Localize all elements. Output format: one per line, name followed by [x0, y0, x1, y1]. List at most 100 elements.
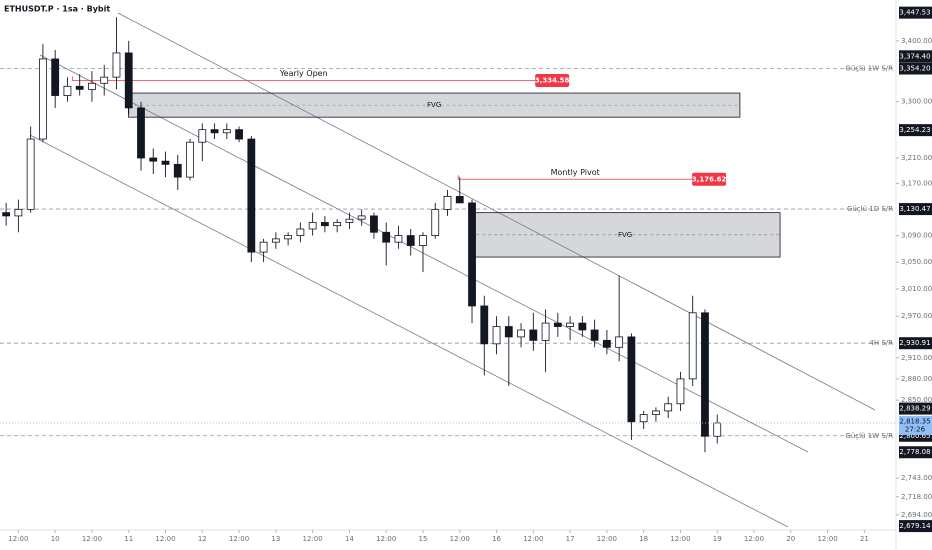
candle-body [419, 235, 427, 246]
fvg-label: FVG [618, 231, 632, 239]
x-tick-label: 15 [419, 535, 428, 543]
candle-body [222, 129, 231, 134]
candle-body [676, 378, 685, 405]
x-tick-label: 12:00 [376, 535, 396, 543]
level-name: Güçlü 1W S/R [845, 65, 893, 73]
candle-body [602, 339, 611, 348]
x-tick-label: 16 [492, 535, 501, 543]
price-label: 3,447.53 [899, 9, 930, 17]
x-tick-label: 12:00 [597, 535, 617, 543]
y-tick-label: 3,090.00 [901, 232, 932, 240]
candle-body [284, 235, 293, 240]
y-tick-label: 2,743.00 [901, 474, 932, 482]
candle-body [88, 82, 96, 90]
candle-body [431, 208, 440, 236]
candle-body [468, 202, 476, 307]
countdown: 27:26 [905, 425, 926, 433]
candle-body [320, 222, 329, 227]
candle-body [566, 322, 575, 327]
candle-body [124, 52, 133, 109]
candle-body [63, 85, 72, 96]
candle-body [443, 196, 452, 210]
x-tick-label: 12:00 [817, 535, 837, 543]
y-tick-label: 3,050.00 [901, 258, 932, 266]
level-value: 2,800.65 [899, 432, 930, 440]
x-tick-label: 14 [345, 535, 354, 543]
x-tick-label: 12:00 [8, 535, 28, 543]
price-box [899, 446, 932, 459]
price-label: 3,254.23 [899, 126, 930, 134]
candle-body [590, 329, 599, 341]
candle-body [259, 241, 268, 253]
x-tick-label: 20 [786, 535, 795, 543]
y-tick-label: 2,910.00 [901, 354, 932, 362]
candle-body [639, 414, 648, 423]
y-tick-label: 2,880.00 [901, 375, 932, 383]
price-box [899, 6, 932, 19]
current-price-box [899, 415, 932, 435]
y-tick-label: 2,970.00 [901, 312, 932, 320]
candle-body [333, 222, 342, 227]
x-tick-label: 19 [713, 535, 722, 543]
fvg-zone [128, 92, 741, 118]
candle-body [100, 76, 109, 84]
candle-body [14, 208, 23, 217]
candle-body [492, 326, 501, 345]
price-box [899, 50, 932, 63]
current-price-label: 2,818.35 [899, 417, 930, 425]
candle-body [713, 422, 722, 437]
candle-body [75, 85, 84, 90]
level-box [899, 337, 932, 350]
y-tick-label: 2,850.00 [901, 396, 932, 404]
candle-body [137, 107, 145, 159]
candle-body [345, 218, 354, 223]
annotation-label: 3,176.62 [692, 175, 727, 183]
candle-body [39, 58, 47, 140]
y-tick-label: 3,400.00 [901, 37, 932, 45]
candle-body [161, 160, 170, 165]
candle-body [382, 231, 391, 243]
candle-body [370, 215, 378, 233]
channel-line [117, 12, 876, 411]
y-tick-label: 2,694.00 [901, 511, 932, 519]
candle-body [541, 322, 550, 341]
level-name: Güçlü 1W S/R [845, 432, 893, 440]
annotation-text: Montly Pivot [551, 168, 600, 177]
level-value: 3,354.20 [899, 65, 930, 73]
y-tick-label: 3,300.00 [901, 98, 932, 106]
price-box [899, 402, 932, 415]
candle-body [553, 322, 562, 327]
annotation-box [535, 73, 570, 87]
level-box [899, 62, 932, 75]
chart-title: ETHUSDT.P · 1sa · Bybit [4, 5, 110, 14]
candle-body [210, 129, 219, 134]
candle-body [149, 157, 158, 162]
candle-body [529, 329, 538, 341]
candle-body [308, 222, 317, 230]
candle-body [26, 138, 35, 210]
x-tick-label: 12:00 [450, 535, 470, 543]
candle-body [112, 52, 121, 78]
candle-body [51, 58, 60, 96]
price-label: 2,838.29 [899, 405, 930, 413]
y-tick-label: 3,210.00 [901, 154, 932, 162]
x-tick-label: 11 [124, 535, 133, 543]
x-tick-label: 17 [566, 535, 575, 543]
price-box [899, 124, 932, 137]
x-tick-label: 12:00 [229, 535, 249, 543]
x-tick-label: 21 [860, 535, 869, 543]
candle-body [235, 129, 243, 140]
candle-body [455, 196, 464, 204]
candle-body [394, 235, 403, 243]
candle-body [615, 336, 624, 348]
candle-body [186, 141, 194, 178]
fvg-label: FVG [427, 101, 441, 109]
candle-body [198, 129, 207, 143]
candle-body [578, 322, 587, 331]
annotation-box [692, 172, 727, 186]
level-name: Güçlü 1D S/R [847, 205, 893, 213]
candle-body [664, 403, 673, 412]
level-name: 4H S/R [869, 339, 893, 347]
x-tick-label: 12:00 [155, 535, 175, 543]
